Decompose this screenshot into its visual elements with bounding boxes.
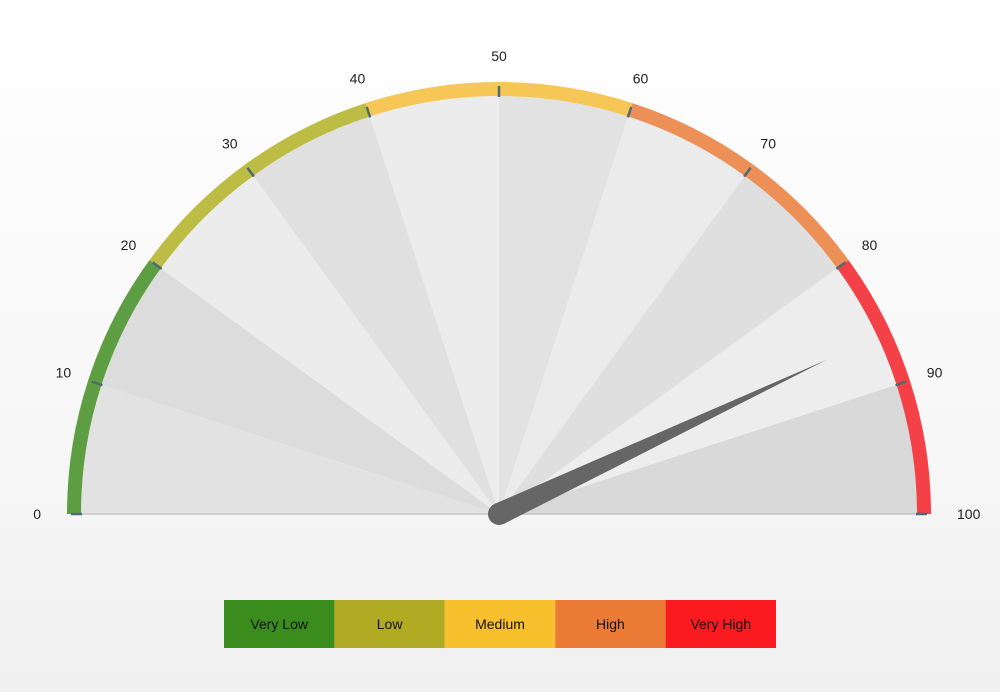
gauge-tick-label: 30 bbox=[222, 135, 238, 151]
gauge-tick bbox=[895, 380, 907, 387]
gauge-tick-label: 40 bbox=[350, 70, 366, 86]
legend-label: Medium bbox=[475, 616, 525, 632]
legend-label: Very Low bbox=[250, 616, 308, 632]
gauge-tick-label: 90 bbox=[927, 364, 943, 380]
gauge-needle-hub bbox=[488, 503, 510, 525]
gauge-sector bbox=[369, 96, 499, 514]
gauge-tick-label: 60 bbox=[633, 70, 649, 86]
gauge-tick-label: 50 bbox=[491, 48, 507, 64]
gauge-tick-label: 0 bbox=[33, 506, 41, 522]
gauge-tick bbox=[246, 167, 255, 178]
gauge-tick-label: 10 bbox=[56, 364, 72, 380]
gauge-sector bbox=[499, 175, 838, 514]
legend-swatch bbox=[444, 600, 556, 648]
gauge-legend: Very Low Low Medium High Very High bbox=[224, 600, 776, 648]
legend-label: Low bbox=[377, 616, 404, 632]
legend-swatch bbox=[555, 600, 666, 648]
gauge-sector bbox=[81, 384, 499, 514]
gauge-tick bbox=[152, 261, 163, 270]
gauge-tick bbox=[365, 106, 372, 118]
gauge-sector bbox=[499, 116, 745, 514]
gauge-needle bbox=[488, 359, 827, 525]
gauge-sectors bbox=[81, 96, 917, 514]
gauge-sector bbox=[499, 96, 629, 514]
gauge-tick-label: 80 bbox=[862, 237, 878, 253]
gauge-sector bbox=[253, 116, 499, 514]
gauge-tick-labels: 0 10 20 30 40 50 60 70 80 90 100 bbox=[33, 48, 980, 522]
gauge-needle-pointer bbox=[494, 359, 827, 524]
gauge-tick-label: 70 bbox=[760, 135, 776, 151]
gauge-sector bbox=[101, 268, 499, 514]
legend-label: Very High bbox=[690, 616, 751, 632]
gauge-tick bbox=[743, 167, 752, 178]
gauge-tick bbox=[835, 261, 846, 270]
legend-swatch bbox=[334, 600, 445, 648]
legend-swatch bbox=[224, 600, 335, 648]
gauge-tick bbox=[91, 380, 103, 387]
legend-swatch bbox=[665, 600, 776, 648]
gauge-tick-label: 20 bbox=[121, 237, 137, 253]
gauge-ticks bbox=[71, 86, 927, 516]
gauge-tick-label: 100 bbox=[957, 506, 981, 522]
gauge-tick bbox=[626, 106, 633, 118]
legend-label: High bbox=[596, 616, 625, 632]
gauge-sector bbox=[499, 268, 897, 514]
gauge-sector bbox=[499, 384, 917, 514]
gauge-sector bbox=[160, 175, 499, 514]
